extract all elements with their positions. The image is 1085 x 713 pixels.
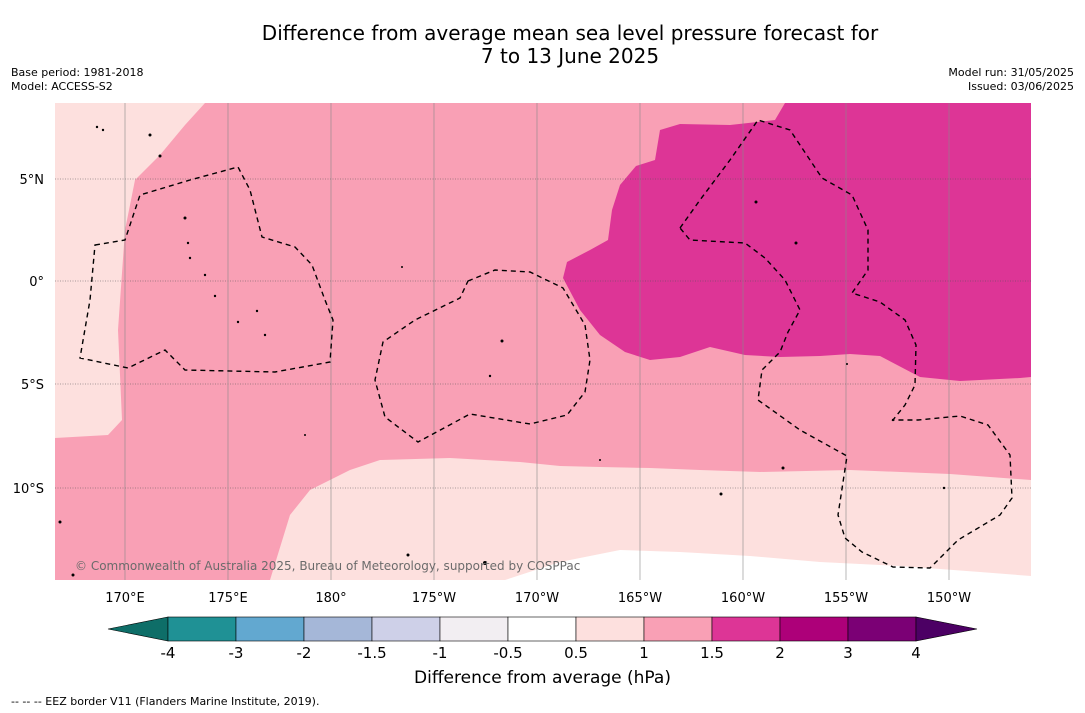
lon-label: 150°W bbox=[927, 591, 971, 606]
band-below-0.5 bbox=[505, 550, 1031, 580]
colorbar-tick-label: 4 bbox=[911, 644, 921, 662]
latitude-labels: 5°N 0° 5°S 10°S bbox=[13, 173, 44, 497]
eez-border-tuvalu bbox=[79, 166, 334, 373]
colorbar-segment bbox=[779, 616, 849, 642]
meta-left: Base period: 1981-2018 Model: ACCESS-S2 bbox=[11, 66, 143, 94]
colorbar-tick-label: -4 bbox=[161, 644, 176, 662]
colorbar-tick-label: -3 bbox=[229, 644, 244, 662]
lon-label: 160°W bbox=[721, 591, 765, 606]
colorbar-segments bbox=[107, 616, 978, 642]
meta-right: Model run: 31/05/2025 Issued: 03/06/2025 bbox=[948, 66, 1074, 94]
band-0.5-to-1-west bbox=[55, 103, 205, 438]
colorbar-segment bbox=[711, 616, 781, 642]
lon-label: 175°E bbox=[208, 591, 248, 606]
colorbar-segment bbox=[303, 616, 373, 642]
band-0.5-to-1-south bbox=[270, 458, 1031, 580]
colorbar-segment bbox=[507, 616, 577, 642]
colorbar-tick-label: 2 bbox=[775, 644, 785, 662]
graticule bbox=[55, 178, 1031, 489]
lat-label: 5°S bbox=[21, 378, 44, 393]
meridians bbox=[124, 103, 950, 580]
lon-label: 170°E bbox=[105, 591, 145, 606]
model-name: Model: ACCESS-S2 bbox=[11, 80, 113, 93]
base-period: Base period: 1981-2018 bbox=[11, 66, 144, 79]
lon-label: 175°W bbox=[412, 591, 456, 606]
lat-label: 0° bbox=[29, 275, 44, 290]
issued-date: Issued: 03/06/2025 bbox=[967, 80, 1074, 93]
colorbar-segment bbox=[643, 616, 713, 642]
colorbar-tick-label: 1.5 bbox=[700, 644, 724, 662]
lat-label: 10°S bbox=[13, 482, 44, 497]
lon-label: 180° bbox=[315, 591, 346, 606]
colorbar-title: Difference from average (hPa) bbox=[414, 668, 671, 688]
model-run: Model run: 31/05/2025 bbox=[948, 66, 1074, 79]
lon-label: 165°W bbox=[618, 591, 662, 606]
eez-borders bbox=[79, 119, 1013, 569]
map-field: © Commonwealth of Australia 2025, Bureau… bbox=[55, 103, 1031, 580]
colorbar-arrow-low bbox=[107, 616, 169, 642]
copyright-text: © Commonwealth of Australia 2025, Bureau… bbox=[75, 559, 580, 573]
colorbar-tick-labels: -4 -3 -2 -1.5 -1 -0.5 0.5 1 1.5 2 3 4 bbox=[161, 644, 921, 662]
title-line-1: Difference from average mean sea level p… bbox=[261, 21, 879, 45]
colorbar-tick-label: -1 bbox=[433, 644, 448, 662]
lon-label: 170°W bbox=[515, 591, 559, 606]
lat-label: 5°N bbox=[20, 173, 45, 188]
colorbar-tick-label: 0.5 bbox=[564, 644, 588, 662]
colorbar-tick-label: -2 bbox=[297, 644, 312, 662]
islands bbox=[58, 125, 946, 577]
colorbar-segment bbox=[575, 616, 645, 642]
colorbar-tick-label: 1 bbox=[639, 644, 649, 662]
chart-title: Difference from average mean sea level p… bbox=[0, 22, 1085, 68]
colorbar-segment bbox=[439, 616, 509, 642]
colorbar-tick-label: 3 bbox=[843, 644, 853, 662]
colorbar-segment bbox=[371, 616, 441, 642]
colorbar-tick-label: -0.5 bbox=[493, 644, 522, 662]
colorbar-tick-label: -1.5 bbox=[357, 644, 386, 662]
colorbar-segment bbox=[235, 616, 305, 642]
colorbar-segment bbox=[167, 616, 237, 642]
longitude-labels: 170°E 175°E 180° 175°W 170°W 165°W 160°W… bbox=[105, 591, 971, 606]
colorbar-arrow-high bbox=[915, 616, 978, 642]
footnote: -- -- -- EEZ border V11 (Flanders Marine… bbox=[11, 695, 320, 708]
colorbar-segment bbox=[847, 616, 917, 642]
lon-label: 155°W bbox=[824, 591, 868, 606]
title-line-2: 7 to 13 June 2025 bbox=[480, 44, 660, 68]
